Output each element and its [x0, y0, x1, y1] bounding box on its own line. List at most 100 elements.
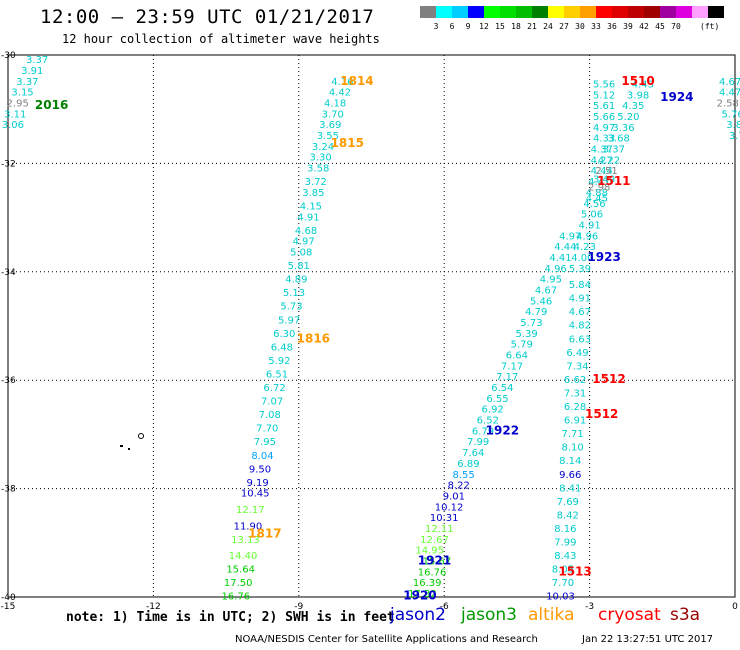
swh-value: 8.42	[557, 510, 579, 521]
swh-value: 2.51	[595, 166, 617, 177]
swh-value: 4.91	[297, 212, 319, 223]
swh-value: 4.35	[622, 101, 644, 112]
swh-value: 7.64	[462, 448, 484, 459]
swh-value: 5.79	[511, 340, 533, 351]
colorbar-swatch	[484, 6, 500, 18]
footnote: note: 1) Time is in UTC; 2) SWH is in fe…	[66, 610, 395, 625]
track-label: 1512	[592, 372, 625, 386]
track-label: 1922	[486, 423, 519, 437]
swh-value: 10.45	[241, 489, 270, 500]
swh-value: 8.55	[452, 470, 474, 481]
swh-value: 3.69	[319, 120, 341, 131]
swh-value: 5.12	[593, 90, 615, 101]
swh-value: 4.91	[578, 220, 600, 231]
colorbar-unit: (ft)	[700, 22, 720, 31]
swh-value: 10.03	[546, 592, 575, 603]
timestamp: Jan 22 13:27:51 UTC 2017	[582, 634, 714, 645]
swh-value: 10.31	[430, 513, 459, 524]
swh-value: 4.45	[586, 193, 608, 204]
colorbar-swatch	[580, 6, 596, 18]
x-tick-label: -12	[146, 602, 161, 612]
track-label: 1510	[621, 74, 654, 88]
swh-value: 6.89	[457, 459, 479, 470]
swh-value: 2.98	[588, 183, 610, 194]
swh-value: 11.90	[234, 521, 263, 532]
swh-value: 15.67	[423, 556, 452, 567]
track-label: 1513	[558, 564, 591, 578]
swh-value: 5.13	[283, 288, 305, 299]
x-tick-label: -6	[440, 602, 449, 612]
swh-value: 3.73	[729, 131, 740, 142]
x-tick-label: 0	[732, 602, 738, 612]
swh-value: 16.76	[221, 592, 250, 603]
swh-value: 4.47	[719, 88, 740, 99]
swh-value: 3.98	[627, 90, 649, 101]
swh-value: 7.71	[562, 429, 584, 440]
track-label: 1512	[585, 407, 618, 421]
swh-value: 13.13	[231, 535, 260, 546]
colorbar-swatch	[500, 6, 516, 18]
colorbar-label: 21	[527, 22, 537, 31]
colorbar-swatch	[420, 6, 436, 18]
swh-value: 17.50	[224, 578, 253, 589]
swh-value: 4.96	[576, 231, 598, 242]
track-label: 2016	[35, 98, 68, 112]
swh-value: 3.11	[4, 109, 26, 120]
swh-value: 4.43	[632, 80, 654, 91]
swh-value: 4.97	[559, 231, 581, 242]
swh-value: 6.62	[564, 375, 586, 386]
chart-subtitle: 12 hour collection of altimeter wave hei…	[62, 32, 380, 46]
swh-value: 4.96	[545, 264, 567, 275]
colorbar-label: 39	[623, 22, 633, 31]
swh-value: 6.54	[491, 383, 513, 394]
credit-line: NOAA/NESDIS Center for Satellite Applica…	[235, 634, 538, 645]
swh-value: 4.42	[329, 88, 351, 99]
swh-value: 7.08	[259, 410, 281, 421]
track-label: 1817	[248, 526, 281, 540]
swh-value: 3.55	[317, 131, 339, 142]
colorbar-label: 24	[543, 22, 553, 31]
swh-value: 2.95	[7, 98, 29, 109]
swh-value: 6.51	[266, 369, 288, 380]
swh-value: 14.95	[415, 546, 444, 557]
swh-value: 5.84	[569, 280, 591, 291]
swh-value: 3.37	[16, 77, 38, 88]
colorbar-swatch	[660, 6, 676, 18]
y-tick-label: -34	[1, 268, 16, 278]
swh-value: 5.81	[288, 261, 310, 272]
colorbar-label: 36	[607, 22, 617, 31]
swh-value: 9.01	[443, 491, 465, 502]
satellite-altika: altika	[528, 605, 575, 625]
colorbar-swatch	[468, 6, 484, 18]
colorbar-label: 18	[511, 22, 521, 31]
colorbar-swatch	[596, 6, 612, 18]
x-tick-label: -3	[585, 602, 594, 612]
swh-value: 5.56	[593, 80, 615, 91]
swh-value: 6.49	[566, 348, 588, 359]
y-tick-label: -30	[1, 51, 16, 61]
plot-frame	[7, 54, 736, 598]
swh-value: 4.00	[571, 253, 593, 264]
swh-value: 5.08	[290, 248, 312, 259]
swh-value: 4.15	[300, 201, 322, 212]
swh-value: 3.37	[603, 145, 625, 156]
colorbar-swatch	[564, 6, 580, 18]
y-tick-label: -36	[1, 376, 16, 386]
swh-value: 4.67	[719, 77, 740, 88]
track-label: 1814	[340, 74, 373, 88]
swh-value: 4.44	[554, 242, 576, 253]
track-label: 1511	[597, 174, 630, 188]
swh-value: 9.19	[246, 478, 268, 489]
swh-value: 3.72	[305, 177, 327, 188]
colorbar-swatch	[612, 6, 628, 18]
swh-value: 15.64	[226, 565, 255, 576]
colorbar-swatch	[452, 6, 468, 18]
track-label: 1923	[587, 250, 620, 264]
swh-value: 7.99	[554, 538, 576, 549]
colorbar-label: 6	[449, 22, 455, 31]
swh-value: 5.76	[721, 109, 740, 120]
swh-value: 5.66	[593, 112, 615, 123]
swh-value: 17.32	[408, 589, 437, 600]
swh-value: 4.95	[540, 275, 562, 286]
swh-value: 4.91	[569, 294, 591, 305]
